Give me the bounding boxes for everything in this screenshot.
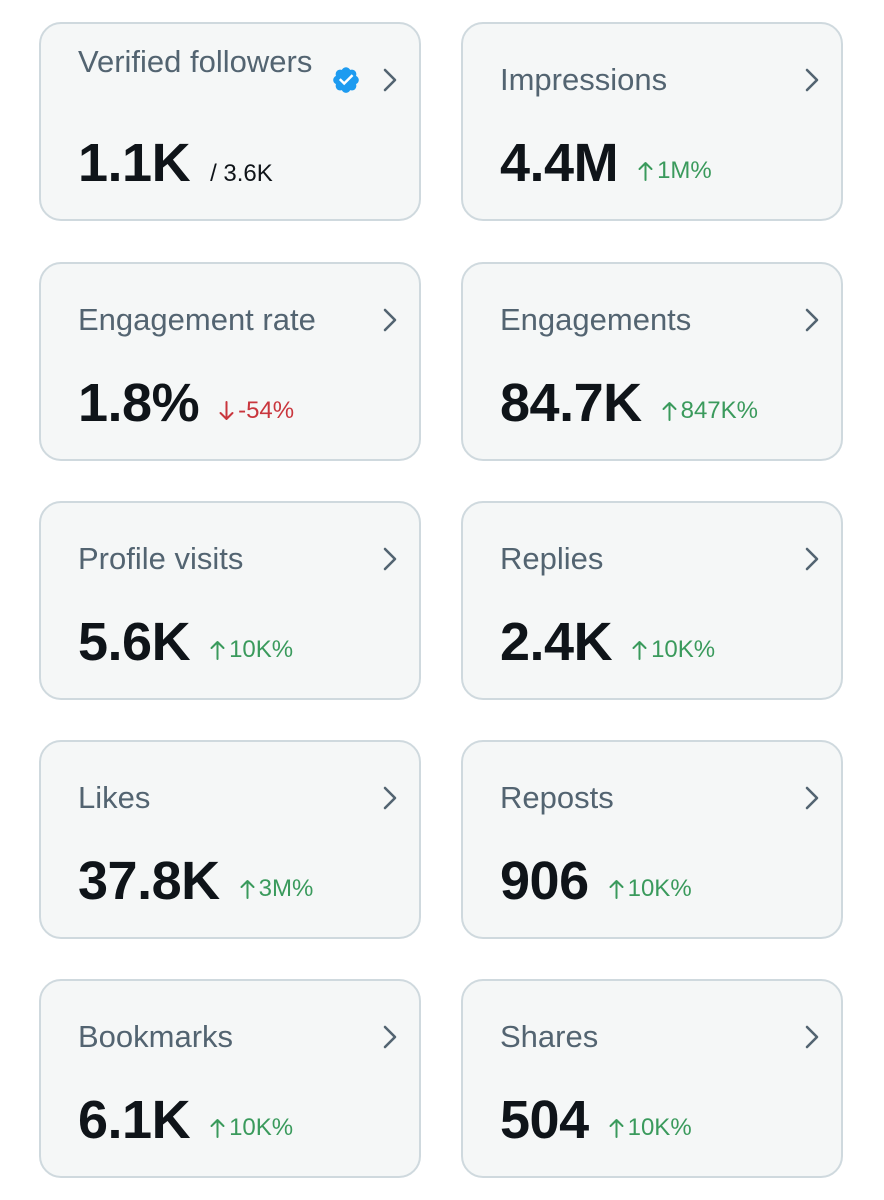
metric-delta: 10K% [609,875,692,903]
value-row: 5.6K 10K% [78,611,293,673]
chevron-right-icon[interactable] [379,66,401,94]
value-row: 6.1K 10K% [78,1089,293,1151]
metric-delta: 10K% [210,636,293,664]
profile-visits-card[interactable]: Profile visits 5.6K 10K% [39,501,421,700]
metric-delta: 10K% [210,1114,293,1142]
card-label: Profile visits [78,541,244,576]
card-label: Impressions [500,62,668,97]
replies-card[interactable]: Replies 2.4K 10K% [461,501,843,700]
chevron-right-icon[interactable] [801,784,823,812]
card-label: Bookmarks [78,1019,234,1054]
arrow-down-icon [219,401,234,420]
impressions-card[interactable]: Impressions 4.4M 1M% [461,22,843,221]
engagement-rate-card[interactable]: Engagement rate 1.8% -54% [39,262,421,461]
delta-value: 10K% [627,1114,692,1141]
delta-value: 847K% [680,397,758,424]
bookmarks-card[interactable]: Bookmarks 6.1K 10K% [39,979,421,1178]
verified-followers-card[interactable]: Verified followers 1.1K / 3.6K [39,22,421,221]
delta-value: 10K% [651,636,716,663]
card-label: Engagements [500,302,692,337]
metric-delta: -54% [219,397,294,425]
metric-value: 37.8K [78,851,220,911]
chevron-right-icon[interactable] [801,306,823,334]
arrow-up-icon [210,641,225,660]
chevron-right-icon[interactable] [801,545,823,573]
arrow-up-icon [609,880,624,899]
chevron-right-icon[interactable] [379,306,401,334]
metric-value: 84.7K [500,373,642,433]
card-label: Likes [78,780,151,815]
value-row: 2.4K 10K% [500,611,715,673]
chevron-right-icon[interactable] [379,545,401,573]
likes-card[interactable]: Likes 37.8K 3M% [39,740,421,939]
metric-delta: 847K% [662,397,758,425]
metric-total: / 3.6K [210,160,273,187]
arrow-up-icon [609,1119,624,1138]
card-label: Engagement rate [78,302,316,337]
metric-delta: 10K% [609,1114,692,1142]
metric-value: 504 [500,1090,589,1150]
value-row: 37.8K 3M% [78,850,313,912]
metric-value: 906 [500,851,589,911]
card-label: Shares [500,1019,599,1054]
metric-value: 2.4K [500,612,613,672]
delta-value: 10K% [627,875,692,902]
metric-delta: 10K% [632,636,715,664]
value-row: 1.8% -54% [78,372,294,434]
value-row: 1.1K / 3.6K [78,132,273,194]
arrow-up-icon [240,880,255,899]
arrow-up-icon [632,641,647,660]
metric-value: 1.1K [78,133,191,193]
metric-delta: 3M% [240,875,314,903]
arrow-up-icon [210,1119,225,1138]
chevron-right-icon[interactable] [801,1023,823,1051]
card-label: Replies [500,541,604,576]
delta-value: 3M% [258,875,314,902]
metric-value: 1.8% [78,373,200,433]
reposts-card[interactable]: Reposts 906 10K% [461,740,843,939]
chevron-right-icon[interactable] [379,1023,401,1051]
metric-value: 6.1K [78,1090,191,1150]
delta-value: 10K% [229,1114,294,1141]
delta-value: 10K% [229,636,294,663]
value-row: 504 10K% [500,1089,692,1151]
metric-delta: 1M% [638,157,712,185]
chevron-right-icon[interactable] [801,66,823,94]
delta-value: -54% [238,397,295,424]
value-row: 84.7K 847K% [500,372,758,434]
metric-value: 5.6K [78,612,191,672]
chevron-right-icon[interactable] [379,784,401,812]
metric-value: 4.4M [500,133,619,193]
card-label: Verified followers [78,44,313,79]
card-label: Reposts [500,780,614,815]
arrow-up-icon [638,162,653,181]
shares-card[interactable]: Shares 504 10K% [461,979,843,1178]
arrow-up-icon [662,402,677,421]
delta-value: 1M% [657,157,712,184]
engagements-card[interactable]: Engagements 84.7K 847K% [461,262,843,461]
value-row: 906 10K% [500,850,692,912]
verified-badge-icon [333,67,359,93]
value-row: 4.4M 1M% [500,132,712,194]
